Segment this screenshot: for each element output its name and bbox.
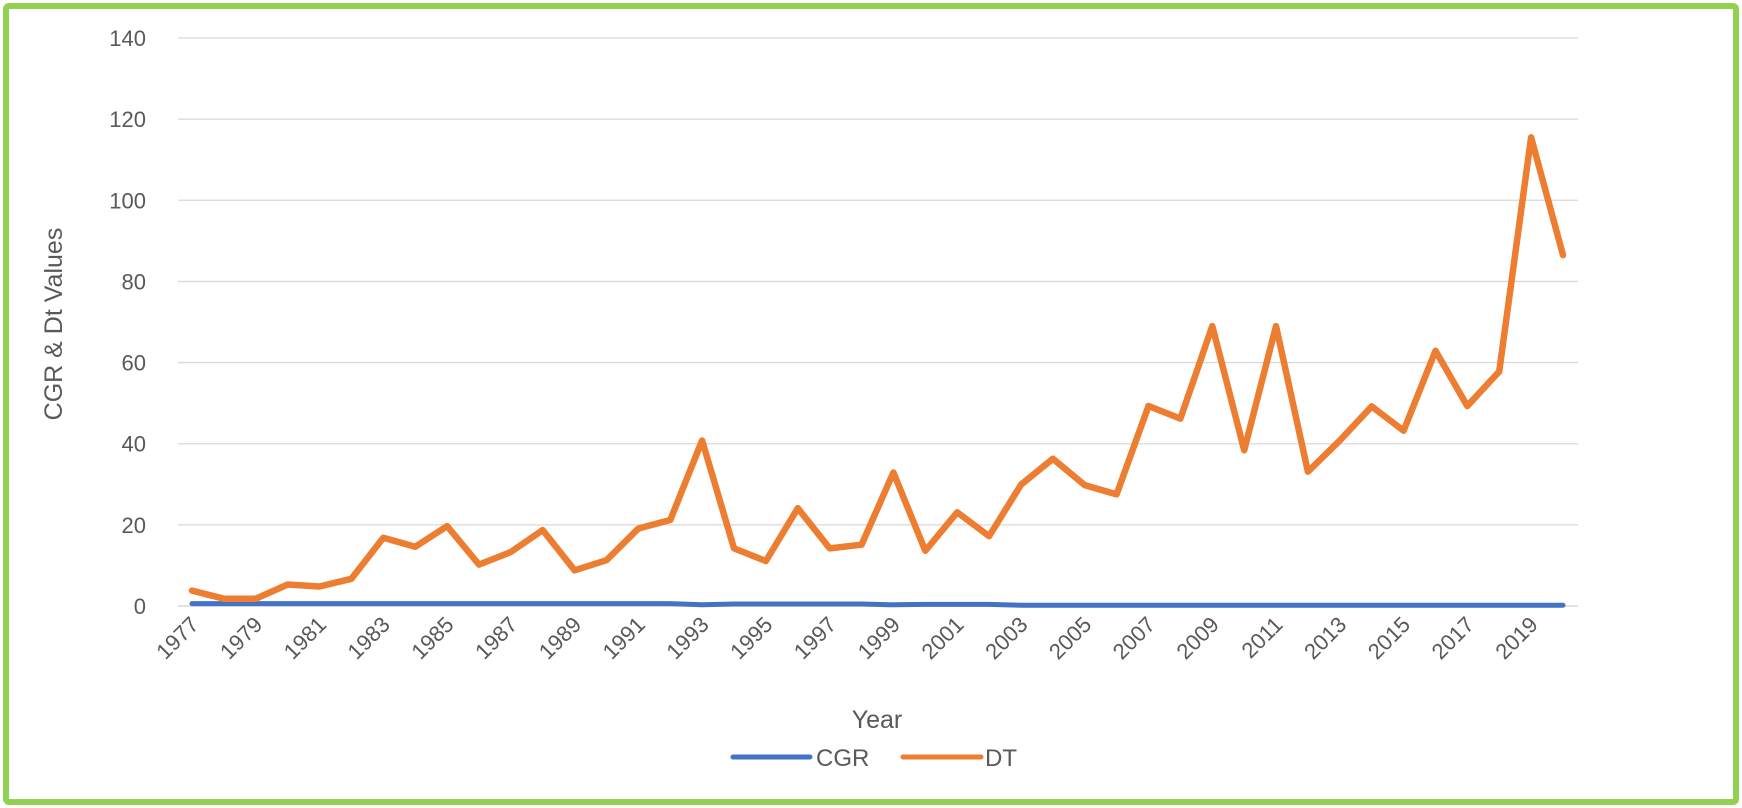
x-tick-label: 1977 xyxy=(151,612,203,664)
y-axis-ticks: 0 20 40 60 80 100 120 140 xyxy=(109,26,146,619)
y-tick-label: 100 xyxy=(109,188,146,213)
x-tick-label: 2015 xyxy=(1363,612,1415,664)
x-tick-label: 2013 xyxy=(1299,612,1351,664)
x-tick-label: 1983 xyxy=(343,612,395,664)
x-tick-label: 1995 xyxy=(725,612,777,664)
y-tick-label: 40 xyxy=(122,432,146,457)
series-lines xyxy=(188,134,1567,608)
x-tick-label: 2007 xyxy=(1108,612,1160,664)
x-tick-label: 1993 xyxy=(661,612,713,664)
x-tick-label: 1997 xyxy=(789,612,841,664)
y-tick-label: 120 xyxy=(109,107,146,132)
y-axis-title: CGR & Dt Values xyxy=(40,228,68,421)
gridlines xyxy=(178,37,1578,607)
x-axis-title: Year xyxy=(852,706,903,734)
chart-frame xyxy=(3,3,1739,805)
x-tick-label: 2017 xyxy=(1427,612,1479,664)
y-tick-label: 20 xyxy=(122,513,146,538)
x-tick-label: 1985 xyxy=(406,612,458,664)
legend-label-dt: DT xyxy=(985,745,1017,772)
x-tick-label: 1999 xyxy=(853,612,905,664)
x-tick-label: 1989 xyxy=(534,612,586,664)
y-tick-label: 0 xyxy=(134,594,146,619)
x-tick-label: 2011 xyxy=(1236,612,1287,663)
y-tick-label: 80 xyxy=(122,269,146,294)
x-tick-label: 1981 xyxy=(279,612,331,664)
x-tick-label: 2009 xyxy=(1172,612,1224,664)
legend: CGR DT xyxy=(730,745,1017,772)
x-tick-label: 2019 xyxy=(1490,612,1542,664)
x-tick-label: 1991 xyxy=(598,612,650,664)
y-tick-label: 140 xyxy=(109,26,146,51)
legend-label-cgr: CGR xyxy=(816,745,869,772)
x-tick-label: 1987 xyxy=(470,612,522,664)
x-axis-ticks: 1977 1979 1981 1983 1985 1987 1989 1991 1993 1995… xyxy=(151,612,1542,664)
x-tick-label: 2005 xyxy=(1044,612,1096,664)
x-tick-label: 2003 xyxy=(980,612,1032,664)
x-tick-label: 2001 xyxy=(916,612,968,664)
x-tick-label: 1979 xyxy=(215,612,267,664)
y-tick-label: 60 xyxy=(122,351,146,376)
series-line-cgr xyxy=(189,601,1566,608)
series-line-dt xyxy=(188,134,1567,602)
